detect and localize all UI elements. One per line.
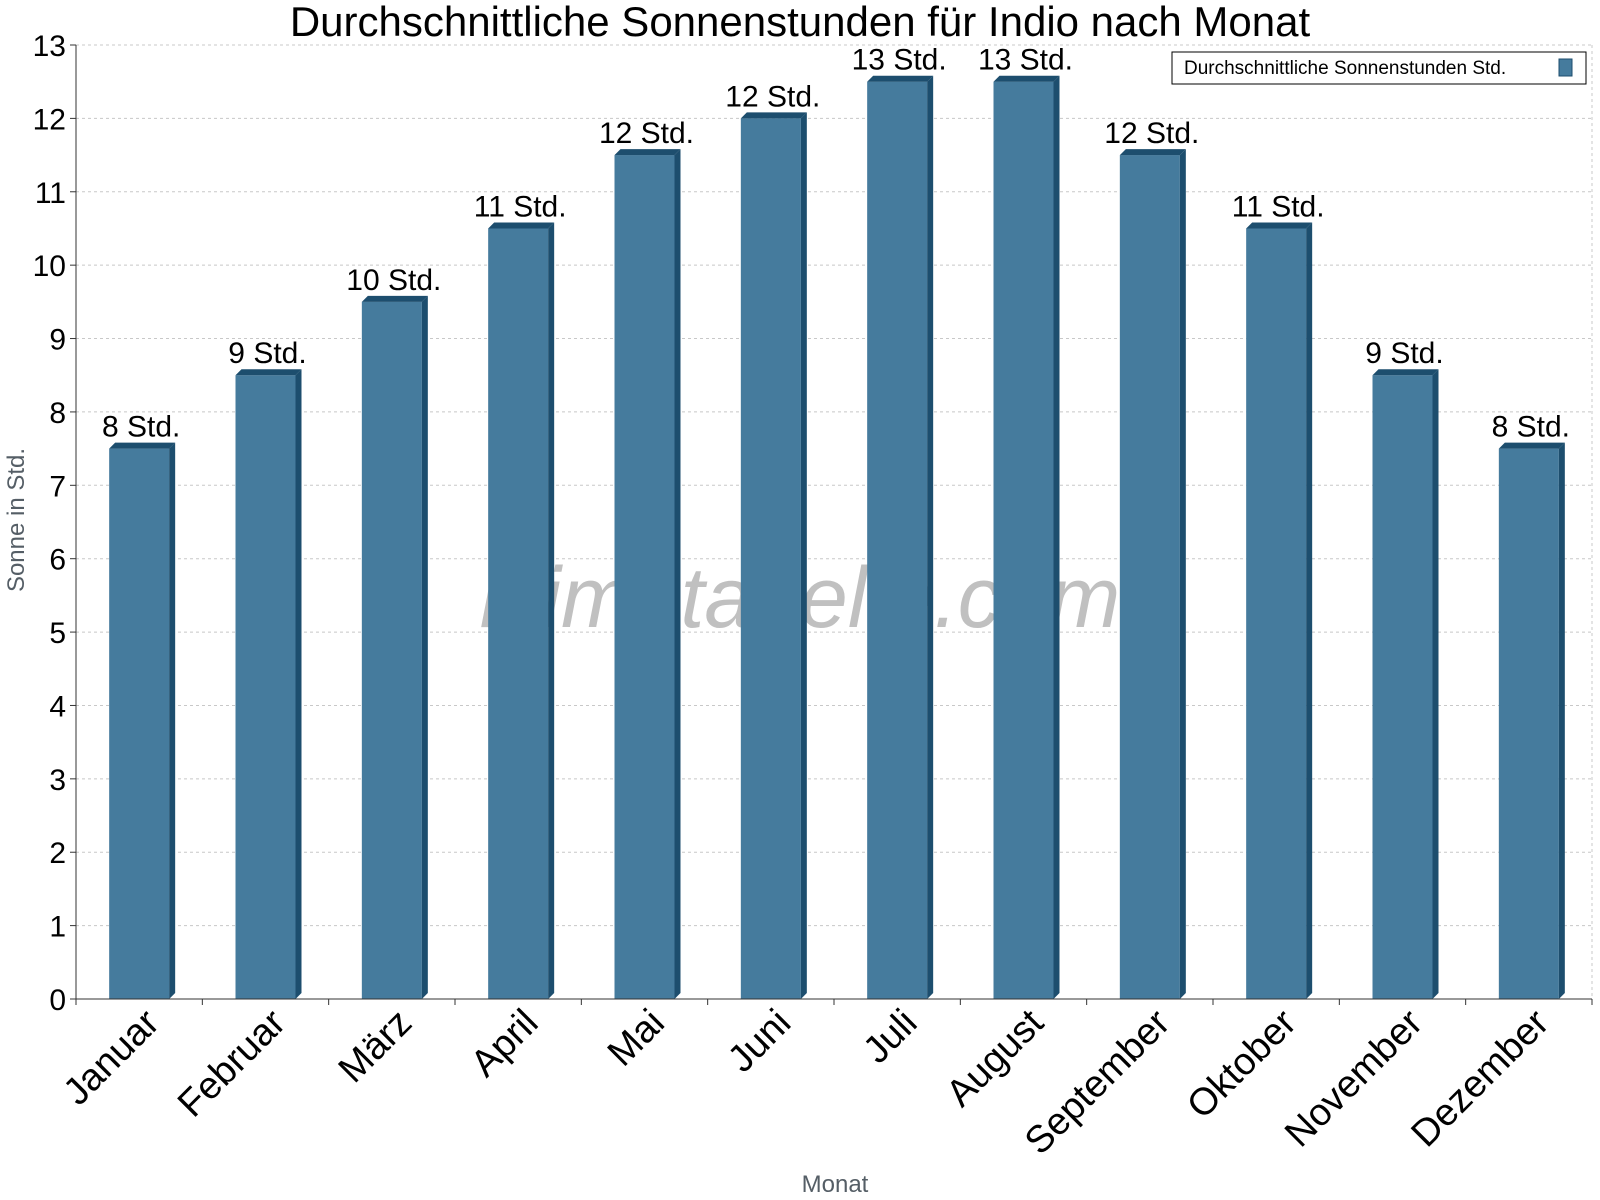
bars: 8 Std. 9 Std. 10 Std. 11 Std. 12 Std. 12 Std.… (102, 44, 1570, 1000)
y-tick-label-4: 4 (49, 690, 66, 723)
legend-swatch (1558, 58, 1573, 77)
bar-top-Dezember (1498, 442, 1565, 449)
grid-lines (76, 44, 1593, 999)
bar-März (361, 301, 422, 999)
bar-September (1119, 155, 1180, 1000)
x-tick-label-November: November (1277, 1001, 1431, 1155)
x-tick-label-Juli: Juli (856, 1002, 926, 1072)
bar-August (993, 81, 1054, 999)
bar-top-Oktober (1246, 222, 1313, 229)
bar-label-Juni: 12 Std. (725, 80, 820, 113)
bar-Mai (614, 155, 675, 1000)
x-tick-label-Oktober: Oktober (1179, 1001, 1305, 1127)
y-tick-label-6: 6 (49, 544, 66, 577)
bar-side-November (1432, 369, 1439, 999)
bar-top-September (1119, 149, 1186, 156)
bar-top-Juni (740, 112, 807, 119)
x-tick-label-Januar: Januar (56, 1001, 168, 1113)
bar-label-Oktober: 11 Std. (1232, 190, 1325, 223)
x-tick-label-April: April (463, 1002, 546, 1085)
bar-label-Januar: 8 Std. (102, 411, 180, 444)
bar-label-September: 12 Std. (1104, 117, 1199, 150)
bar-side-August (1053, 75, 1060, 999)
y-tick-label-2: 2 (49, 837, 66, 870)
bar-Januar (109, 448, 170, 1000)
bar-top-Januar (109, 442, 176, 449)
bar-label-April: 11 Std. (474, 190, 567, 223)
bar-side-Mai (674, 149, 681, 1000)
bar-top-August (993, 75, 1060, 82)
bar-label-Februar: 9 Std. (228, 337, 306, 370)
bar-top-April (488, 222, 555, 229)
y-tick-label-3: 3 (49, 764, 66, 797)
bar-side-Januar (169, 442, 176, 1000)
axes (70, 44, 1593, 1005)
x-tick-label-August: August (939, 1001, 1053, 1115)
x-tick-label-Dezember: Dezember (1404, 1001, 1558, 1155)
bar-Juni (740, 118, 801, 999)
bar-label-Juli: 13 Std. (852, 44, 947, 77)
bar-side-März (421, 295, 428, 999)
bar-top-März (361, 295, 428, 302)
legend: Durchschnittliche Sonnenstunden Std. (1171, 51, 1587, 85)
bar-side-Oktober (1306, 222, 1313, 999)
legend-box (1171, 51, 1587, 85)
bar-label-Dezember: 8 Std. (1492, 411, 1570, 444)
bar-side-April (548, 222, 555, 999)
bar-top-Februar (235, 369, 302, 376)
y-tick-label-13: 13 (33, 30, 66, 63)
bar-top-Mai (614, 149, 681, 156)
x-axis-label: Monat (802, 1171, 869, 1198)
x-tick-label-Februar: Februar (170, 1001, 294, 1125)
x-tick-label-Juni: Juni (720, 1002, 799, 1081)
y-tick-label-5: 5 (49, 617, 66, 650)
x-tick-label-Mai: Mai (600, 1002, 673, 1075)
bar-side-Februar (295, 369, 302, 999)
y-tick-label-11: 11 (35, 177, 66, 210)
bar-side-Juli (927, 75, 934, 999)
y-tick-label-12: 12 (33, 103, 66, 136)
y-tick-label-1: 1 (49, 911, 66, 944)
x-tick-labels: Januar Februar März April Mai Juni Juli AugustS… (56, 1001, 1558, 1162)
y-tick-label-8: 8 (49, 397, 66, 430)
legend-label: Durchschnittliche Sonnenstunden Std. (1184, 58, 1506, 79)
bar-top-November (1372, 369, 1439, 376)
bar-November (1372, 375, 1433, 999)
bar-side-September (1179, 149, 1186, 1000)
bar-Februar (235, 375, 296, 999)
bar-April (488, 228, 549, 999)
bar-Oktober (1246, 228, 1307, 999)
bar-label-November: 9 Std. (1365, 337, 1443, 370)
bar-side-Dezember (1558, 442, 1565, 1000)
bar-top-Juli (867, 75, 934, 82)
bar-Dezember (1498, 448, 1559, 1000)
y-tick-label-10: 10 (33, 250, 66, 283)
y-tick-label-0: 0 (49, 984, 66, 1017)
chart-title: Durchschnittliche Sonnenstunden für Indi… (290, 0, 1311, 45)
y-axis-label: Sonne in Std. (3, 448, 30, 592)
bar-label-August: 13 Std. (978, 44, 1073, 77)
y-tick-label-7: 7 (49, 470, 66, 503)
x-tick-label-März: März (331, 1002, 420, 1091)
bar-label-März: 10 Std. (346, 264, 441, 297)
y-tick-label-9: 9 (49, 324, 66, 357)
bar-label-Mai: 12 Std. (599, 117, 694, 150)
bar-Juli (867, 81, 928, 999)
bar-side-Juni (800, 112, 807, 999)
